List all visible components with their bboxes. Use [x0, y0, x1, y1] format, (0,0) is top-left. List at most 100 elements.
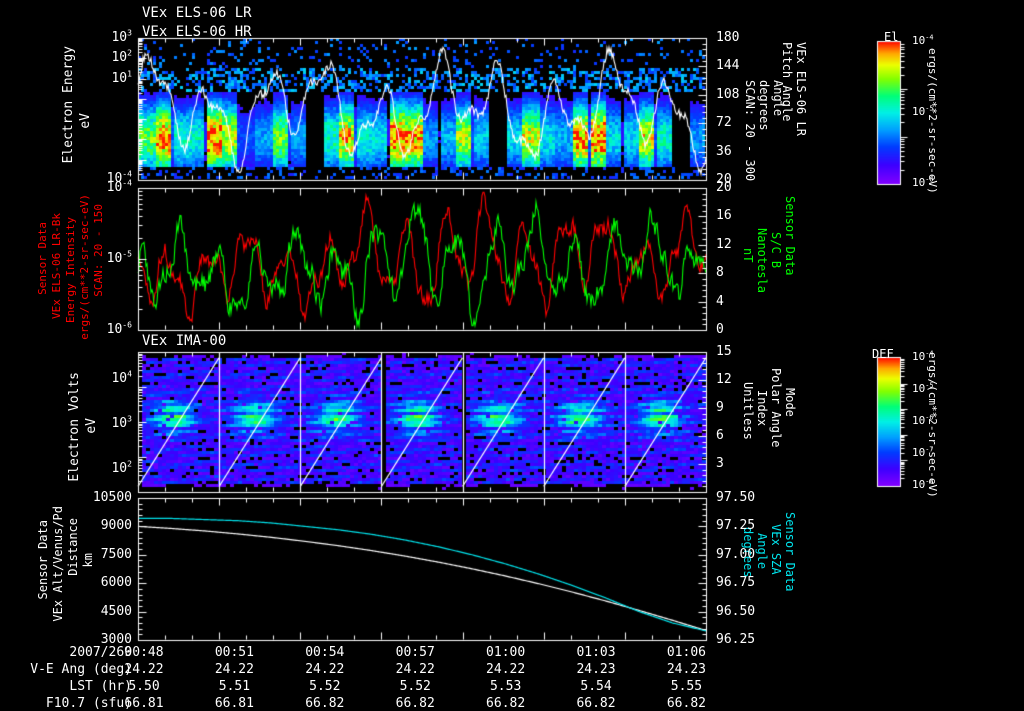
panel4-y2tick-97_50: 97.50 [716, 490, 756, 505]
panel4-y2tick-96_25: 96.25 [716, 632, 756, 647]
panel1-ytick--4: 10-4 [106, 169, 132, 186]
time-cell-r3-c5: 66.82 [576, 696, 616, 711]
panel2-ytick--4: 10-4 [106, 178, 132, 195]
panel1-y2tick-144: 144 [716, 58, 740, 74]
time-cell-r1-c4: 24.22 [486, 662, 526, 677]
panel2-right-axis-label-4: nT [741, 248, 755, 263]
def-colorbar-title: DEF [872, 347, 894, 361]
time-cell-r2-c6: 5.55 [670, 679, 703, 694]
time-cell-r2-c4: 5.53 [489, 679, 522, 694]
panel4-ytick-3000: 3000 [100, 632, 132, 647]
panel4-left-axis-label-1: Sensor Data [36, 520, 50, 600]
panel4-right-axis-label-1: Sensor Data [783, 512, 797, 592]
time-row-label-0: 2007/269 [69, 645, 132, 660]
time-row-label-2: LST (hr) [69, 679, 132, 694]
panel1-right-axis-label-4: degrees [757, 80, 771, 131]
def-colorbar-unit-label: ergs/(cm**2-sr-sec-eV) [926, 352, 939, 498]
time-cell-r2-c1: 5.51 [218, 679, 251, 694]
time-cell-r2-c5: 5.54 [580, 679, 612, 694]
panel4-left-axis-label-2: VEx Alt/Venus/Pd [51, 506, 65, 622]
panel3-y2tick-9: 9 [716, 400, 724, 415]
time-row-label-1: V-E Ang (deg) [30, 662, 132, 677]
panel1-right-axis-label-1: Pitch Angle [780, 42, 794, 122]
panel3-right-axis-label-4: Unitless [741, 382, 755, 440]
panel2-y2tick-4: 4 [716, 293, 724, 309]
el-colorbar-tick--4: 10-4 [912, 33, 934, 47]
panel1-right-axis-label-3: Angle [771, 80, 785, 117]
panel3-title: VEx IMA-00 [142, 333, 227, 349]
panel4-y2tick-97_25: 97.25 [716, 518, 756, 534]
panel3-left-axis-label-2: eV [84, 418, 99, 434]
time-cell-r1-c6: 24.23 [666, 662, 706, 677]
panel4-y2tick-96_50: 96.50 [716, 603, 756, 619]
panel1-left-axis-label-1: Electron Energy [61, 46, 76, 164]
panel3-ytick-4: 104 [111, 369, 132, 387]
time-cell-r2-c3: 5.52 [399, 679, 431, 694]
panel1-y2tick-36: 36 [716, 143, 732, 159]
panel1-y2tick-108: 108 [716, 86, 740, 102]
time-row-label-3: F10.7 (sfu) [45, 696, 132, 711]
panel2-ytick--6: 10-6 [106, 320, 132, 337]
time-cell-r1-c2: 24.22 [305, 662, 345, 677]
panel1-right-axis-label-2: VEx ELS-06 LR [794, 42, 808, 136]
panel3-y2tick-12: 12 [716, 372, 732, 387]
panel4-y2tick-96_75: 96.75 [716, 575, 756, 591]
time-cell-r2-c0: 5.50 [128, 679, 160, 694]
time-cell-r0-c6: 01:06 [666, 645, 706, 660]
panel1-y2tick-72: 72 [716, 115, 732, 131]
panel1-ytick-1: 101 [111, 69, 132, 86]
panel1-right-axis-label-5: SCAN: 20 - 300 [743, 80, 757, 182]
panel4-right-axis-label-2: VEx SZA [769, 524, 783, 575]
panel2-right-axis-label-2: S/C B [769, 232, 783, 269]
panel2-left-axis-label-5: SCAN: 20 - 150 [92, 204, 105, 297]
time-cell-r3-c2: 66.82 [305, 696, 345, 711]
time-cell-r3-c3: 66.82 [395, 696, 435, 711]
panel4-right-axis-label-3: Angle [755, 533, 769, 570]
panel2-y2tick-12: 12 [716, 236, 732, 252]
panel3-y2tick-6: 6 [716, 428, 724, 443]
panel4-ytick-10500: 10500 [92, 490, 132, 505]
panel3-ytick-2: 102 [111, 460, 132, 477]
panel1-ytick-2: 102 [111, 48, 132, 66]
time-cell-r0-c4: 01:00 [486, 645, 526, 660]
panel4-right-axis-label-4: degrees [741, 527, 755, 578]
panel2-right-axis-label-1: Sensor Data [783, 196, 797, 276]
panel1-title-hr: VEx ELS-06 HR [142, 24, 252, 40]
panel3-ytick-3: 103 [111, 414, 132, 432]
panel2-left-axis-label-2: VEx ELS-06 LR-Bk [50, 213, 63, 319]
panel2-ytick--5: 10-5 [106, 249, 132, 266]
panel2-y2tick-8: 8 [716, 265, 724, 281]
panel1-ytick-3: 103 [111, 28, 132, 45]
panel3-right-axis-label-3: Index [755, 390, 769, 427]
panel2-left-axis-label-3: Energy Intensity [64, 217, 77, 323]
el-colorbar-title: El [884, 30, 899, 44]
panel3-y2tick-3: 3 [716, 456, 724, 471]
time-cell-r0-c2: 00:54 [305, 645, 345, 660]
time-cell-r3-c0: 66.81 [124, 696, 164, 711]
panel4-left-axis-label-4: km [81, 553, 95, 568]
panel4-ytick-9000: 9000 [100, 518, 132, 534]
time-cell-r0-c0: 00:48 [124, 645, 164, 660]
panel2-right-axis-label-3: Nanotesla [755, 228, 769, 294]
time-cell-r0-c1: 00:51 [214, 645, 254, 660]
def-colorbar-tick--4: 10-4 [912, 349, 934, 363]
panel1-title-lr: VEx ELS-06 LR [142, 5, 252, 21]
el-colorbar-tick--5: 10-5 [912, 104, 934, 118]
time-cell-r3-c4: 66.82 [486, 696, 526, 711]
panel4-y2tick-97_00: 97.00 [716, 546, 756, 562]
el-colorbar-tick--6: 10-6 [912, 175, 934, 189]
panel1-y2tick-20: 20 [716, 172, 732, 187]
time-cell-r3-c6: 66.82 [666, 696, 706, 711]
time-cell-r1-c3: 24.22 [395, 662, 435, 677]
panel3-right-axis-label-1: Mode [783, 388, 797, 417]
panel2-left-axis-label-4: ergs/(cm**2-sr-sec-eV) [78, 194, 91, 340]
time-cell-r1-c0: 24.22 [124, 662, 164, 677]
panel4-ytick-6000: 6000 [100, 575, 132, 591]
panel2-y2tick-16: 16 [716, 208, 732, 224]
time-cell-r1-c5: 24.23 [576, 662, 616, 677]
def-colorbar-tick--6: 10-6 [912, 413, 934, 427]
panel1-left-axis-label-2: eV [78, 113, 93, 129]
panel1-y2tick-180: 180 [716, 30, 740, 45]
el-colorbar-unit-label: ergs/(cm**2-sr-sec-eV) [926, 48, 939, 194]
